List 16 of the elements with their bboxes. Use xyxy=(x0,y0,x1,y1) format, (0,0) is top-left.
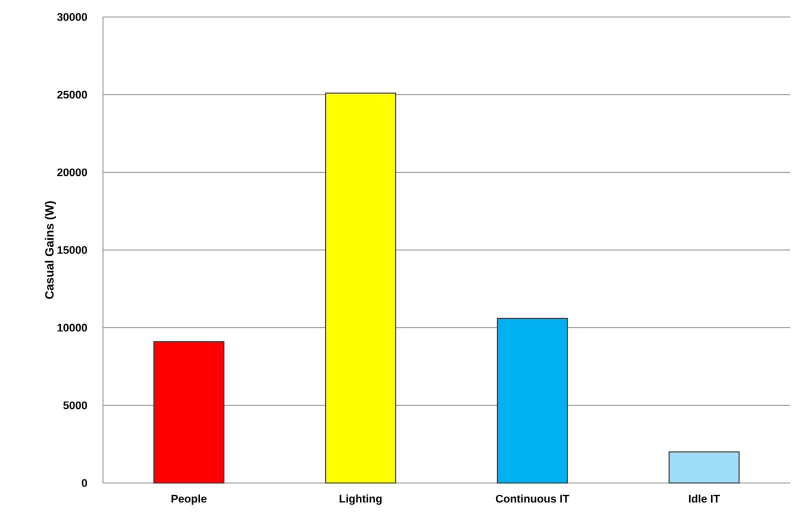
bar xyxy=(325,92,396,484)
y-tick-label: 15000 xyxy=(58,246,88,254)
y-tick-label: 25000 xyxy=(57,90,88,99)
x-tick-label: Continuous IT xyxy=(496,494,570,503)
y-tick-label: 20000 xyxy=(57,168,88,176)
y-tick-label: 5000 xyxy=(63,401,88,410)
x-tick-label: Idle IT xyxy=(688,494,720,503)
bar xyxy=(496,318,568,484)
y-tick-label: 10000 xyxy=(58,324,88,332)
x-tick-label: Lighting xyxy=(340,494,382,505)
bar xyxy=(153,341,224,484)
x-tick-label: People xyxy=(172,494,207,505)
y-tick-label: 0 xyxy=(82,479,88,487)
y-tick-label: 30000 xyxy=(57,13,88,21)
bar xyxy=(668,451,740,484)
y-axis-title: Casual Gains (W) xyxy=(44,201,56,299)
